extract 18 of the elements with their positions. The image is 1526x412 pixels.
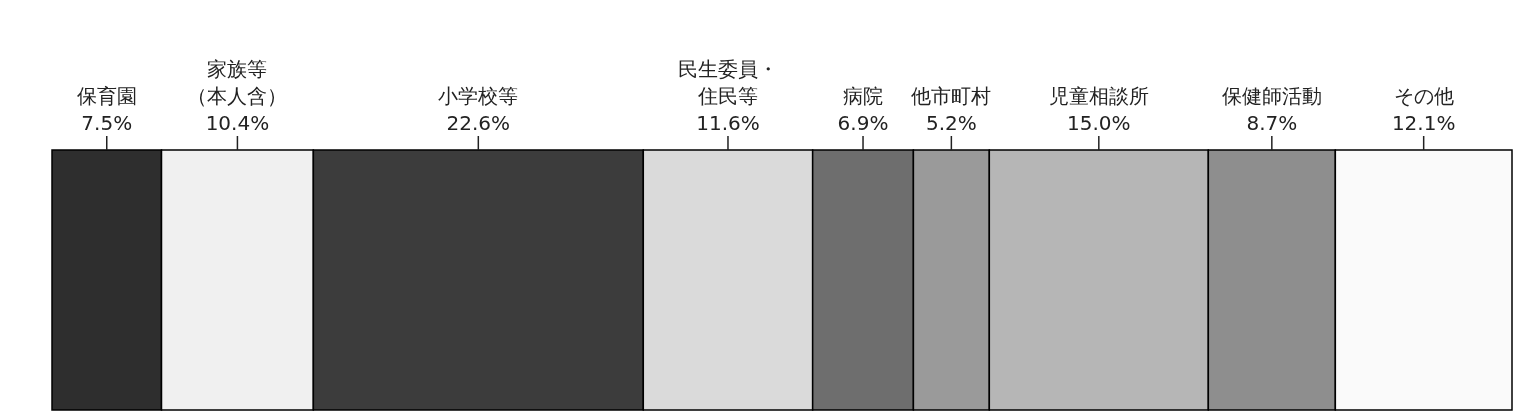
text: 保健師活動 xyxy=(1221,84,1322,108)
data-label: 6.9% xyxy=(837,111,889,135)
text: 家族等（本人含） xyxy=(187,57,288,108)
data-label: 12.1% xyxy=(1391,111,1456,135)
data-label: 5.2% xyxy=(925,111,977,135)
text: 他市町村 xyxy=(911,84,992,108)
data-label: 15.0% xyxy=(1067,111,1131,135)
data-label: 10.4% xyxy=(205,111,270,135)
data-label: 22.6% xyxy=(446,111,511,135)
text: 病院 xyxy=(843,84,884,108)
text: 保育園 xyxy=(76,84,137,108)
data-label: 11.6% xyxy=(696,111,760,135)
text: 小学校等 xyxy=(438,84,519,108)
data-label: 7.5% xyxy=(81,111,133,135)
text: 民生委員・住民等 xyxy=(677,57,778,108)
data-label: 8.7% xyxy=(1246,111,1298,135)
text: 児童相談所 xyxy=(1048,84,1149,108)
text: その他 xyxy=(1393,84,1454,108)
